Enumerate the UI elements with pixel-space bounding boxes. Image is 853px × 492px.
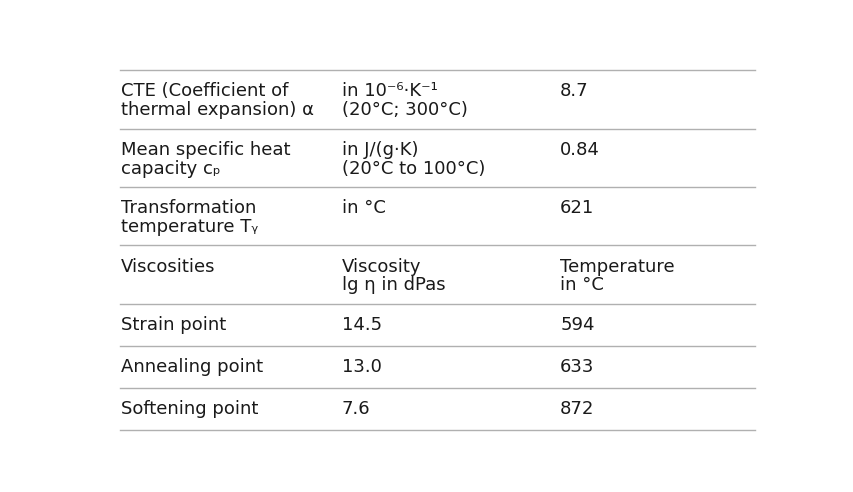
Text: in J/(g·K): in J/(g·K)	[341, 141, 418, 159]
Text: (20°C to 100°C): (20°C to 100°C)	[341, 159, 485, 178]
Text: 7.6: 7.6	[341, 400, 370, 418]
Text: Viscosities: Viscosities	[121, 257, 216, 276]
Text: Annealing point: Annealing point	[121, 358, 263, 376]
Text: in °C: in °C	[341, 199, 386, 217]
Text: (20°C; 300°C): (20°C; 300°C)	[341, 101, 467, 119]
Text: Mean specific heat: Mean specific heat	[121, 141, 291, 159]
Text: 872: 872	[560, 400, 594, 418]
Text: Strain point: Strain point	[121, 316, 226, 334]
Text: Viscosity: Viscosity	[341, 257, 421, 276]
Text: in 10⁻⁶·K⁻¹: in 10⁻⁶·K⁻¹	[341, 83, 437, 100]
Text: 0.84: 0.84	[560, 141, 600, 159]
Text: capacity cₚ: capacity cₚ	[121, 159, 221, 178]
Text: Temperature: Temperature	[560, 257, 674, 276]
Text: in °C: in °C	[560, 277, 603, 294]
Text: thermal expansion) α: thermal expansion) α	[121, 101, 314, 119]
Text: Transformation: Transformation	[121, 199, 257, 217]
Text: 8.7: 8.7	[560, 83, 588, 100]
Text: 14.5: 14.5	[341, 316, 381, 334]
Text: Softening point: Softening point	[121, 400, 258, 418]
Text: 594: 594	[560, 316, 594, 334]
Text: 13.0: 13.0	[341, 358, 381, 376]
Text: CTE (Coefficient of: CTE (Coefficient of	[121, 83, 288, 100]
Text: temperature Tᵧ: temperature Tᵧ	[121, 218, 258, 236]
Text: 633: 633	[560, 358, 594, 376]
Text: 621: 621	[560, 199, 594, 217]
Text: lg η in dPas: lg η in dPas	[341, 277, 444, 294]
